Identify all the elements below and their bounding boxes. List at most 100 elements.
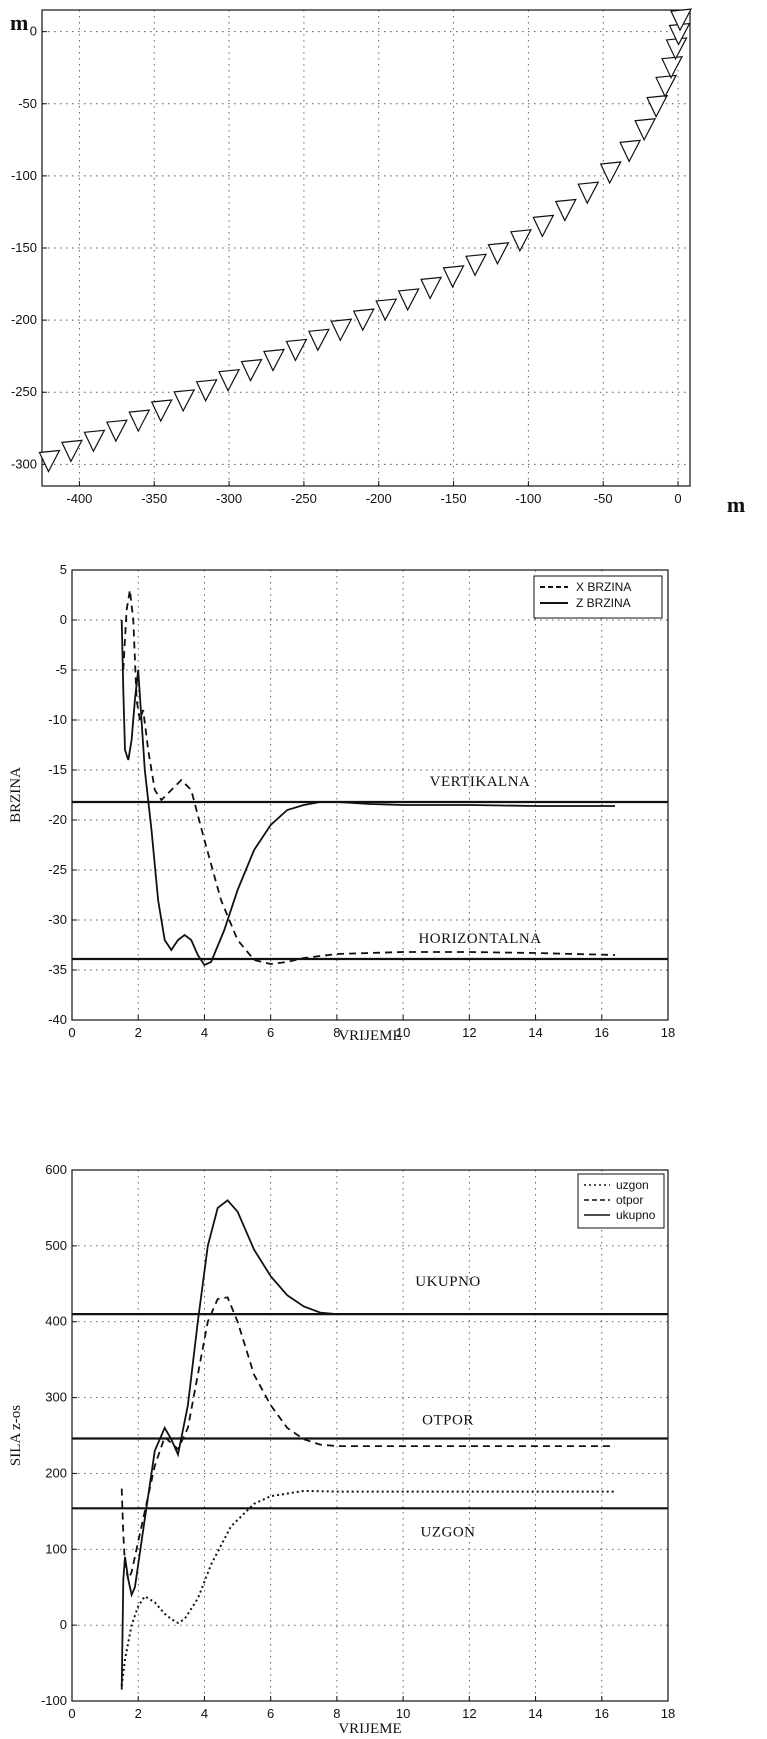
y-tick-label: 0 bbox=[60, 612, 67, 627]
x-tick-label: 2 bbox=[135, 1025, 142, 1040]
x-tick-label: 10 bbox=[396, 1706, 410, 1721]
trajectory-point bbox=[577, 181, 600, 205]
x-tick-label: -250 bbox=[291, 491, 317, 506]
y-tick-label: 200 bbox=[45, 1465, 67, 1480]
series-otpor bbox=[120, 1296, 615, 1583]
trajectory-point bbox=[173, 389, 196, 413]
series-x-brzina bbox=[122, 589, 616, 965]
x-tick-label: -300 bbox=[216, 491, 242, 506]
x-tick-label: 6 bbox=[267, 1025, 274, 1040]
x-tick-label: 4 bbox=[201, 1025, 208, 1040]
trajectory-point bbox=[661, 55, 684, 80]
x-tick-label: 0 bbox=[68, 1706, 75, 1721]
y-axis-label: BRZINA bbox=[8, 767, 24, 823]
trajectory-point bbox=[442, 265, 465, 289]
y-tick-label: -200 bbox=[11, 312, 37, 327]
legend: X BRZINA Z BRZINA bbox=[533, 575, 663, 619]
y-tick-label: -25 bbox=[48, 862, 67, 877]
series-z-brzina bbox=[120, 619, 615, 967]
trajectory-point bbox=[240, 358, 263, 382]
y-tick-label: 600 bbox=[45, 1162, 67, 1177]
y-tick-label: -15 bbox=[48, 762, 67, 777]
legend-label: otpor bbox=[616, 1193, 643, 1207]
y-tick-label: -5 bbox=[55, 662, 67, 677]
y-tick-label: -100 bbox=[11, 168, 37, 183]
trajectory-point bbox=[487, 242, 510, 266]
x-tick-label: 12 bbox=[462, 1706, 476, 1721]
y-tick-label: -10 bbox=[48, 712, 67, 727]
x-tick-label: -150 bbox=[441, 491, 467, 506]
legend-box bbox=[533, 575, 663, 619]
y-tick-label: -35 bbox=[48, 962, 67, 977]
trajectory-point bbox=[634, 118, 657, 142]
y-tick-label: -250 bbox=[11, 384, 37, 399]
trajectory-point bbox=[150, 399, 173, 423]
x-tick-label: 0 bbox=[68, 1025, 75, 1040]
y-tick-label: -20 bbox=[48, 812, 67, 827]
annotation-uzgon: UZGON bbox=[421, 1524, 476, 1540]
y-tick-label: 0 bbox=[30, 24, 37, 39]
trajectory-point bbox=[655, 74, 678, 98]
y-tick-label: 0 bbox=[60, 1617, 67, 1632]
y-tick-label: -150 bbox=[11, 240, 37, 255]
trajectory-point bbox=[670, 8, 693, 32]
x-tick-label: 6 bbox=[267, 1706, 274, 1721]
series-uzgon bbox=[120, 1489, 615, 1686]
trajectory-point bbox=[599, 161, 622, 185]
trajectory-point bbox=[420, 276, 443, 300]
trajectory-point bbox=[646, 94, 669, 118]
x-tick-label: -50 bbox=[594, 491, 613, 506]
trajectory-point bbox=[218, 368, 241, 393]
x-tick-label: -400 bbox=[66, 491, 92, 506]
x-tick-label: 10 bbox=[396, 1025, 410, 1040]
trajectory-point bbox=[83, 429, 106, 453]
y-tick-label: -100 bbox=[41, 1693, 67, 1708]
x-tick-label: 0 bbox=[674, 491, 681, 506]
trajectory-point bbox=[307, 328, 330, 352]
trajectory-point bbox=[509, 229, 532, 253]
trajectory-point bbox=[397, 288, 420, 312]
x-tick-label: 12 bbox=[462, 1025, 476, 1040]
legend-label: X BRZINA bbox=[576, 580, 631, 594]
annotation-otpor: OTPOR bbox=[422, 1413, 474, 1429]
y-unit-label: m bbox=[10, 10, 28, 35]
trajectory-point bbox=[619, 139, 642, 163]
velocity-chart: 0 2 4 6 8 10 12 14 16 18 5 0 -5 -10 -15 -20 -25 -30 -35 -40… bbox=[8, 562, 675, 1044]
x-tick-label: 16 bbox=[595, 1025, 609, 1040]
trajectory-point bbox=[352, 308, 375, 332]
legend-label: ukupno bbox=[616, 1208, 656, 1222]
y-tick-label: -300 bbox=[11, 456, 37, 471]
series-ukupno bbox=[120, 1199, 615, 1690]
x-tick-label: 14 bbox=[528, 1706, 542, 1721]
y-tick-label: 400 bbox=[45, 1314, 67, 1329]
y-tick-label: 300 bbox=[45, 1390, 67, 1405]
x-tick-label: 18 bbox=[661, 1706, 675, 1721]
legend-label: uzgon bbox=[616, 1178, 649, 1192]
trajectory-point bbox=[61, 439, 83, 463]
legend-label: Z BRZINA bbox=[576, 596, 631, 610]
trajectory-point bbox=[263, 348, 286, 372]
x-tick-label: 4 bbox=[201, 1706, 208, 1721]
trajectory-point bbox=[285, 338, 308, 362]
trajectory-point bbox=[105, 419, 128, 443]
y-tick-label: -50 bbox=[18, 96, 37, 111]
plot-frame bbox=[71, 569, 669, 1021]
x-tick-label: 2 bbox=[135, 1706, 142, 1721]
y-axis-label: SILA z-os bbox=[8, 1405, 24, 1466]
y-tick-label: -40 bbox=[48, 1012, 67, 1027]
x-axis-label: VRIJEME bbox=[338, 1028, 401, 1044]
x-tick-label: -200 bbox=[366, 491, 392, 506]
y-tick-label: 500 bbox=[45, 1238, 67, 1253]
annotation-vertikalna: VERTIKALNA bbox=[430, 774, 531, 790]
x-tick-label: 14 bbox=[528, 1025, 542, 1040]
y-tick-label: 5 bbox=[60, 562, 67, 577]
y-tick-label: -30 bbox=[48, 912, 67, 927]
trajectory-point bbox=[465, 253, 488, 277]
trajectory-point bbox=[554, 198, 577, 222]
trajectory-point bbox=[330, 318, 353, 342]
plot-frame bbox=[71, 1169, 669, 1702]
trajectory-point bbox=[38, 449, 61, 473]
trajectory-point bbox=[195, 379, 218, 403]
trajectory-point bbox=[128, 409, 151, 433]
